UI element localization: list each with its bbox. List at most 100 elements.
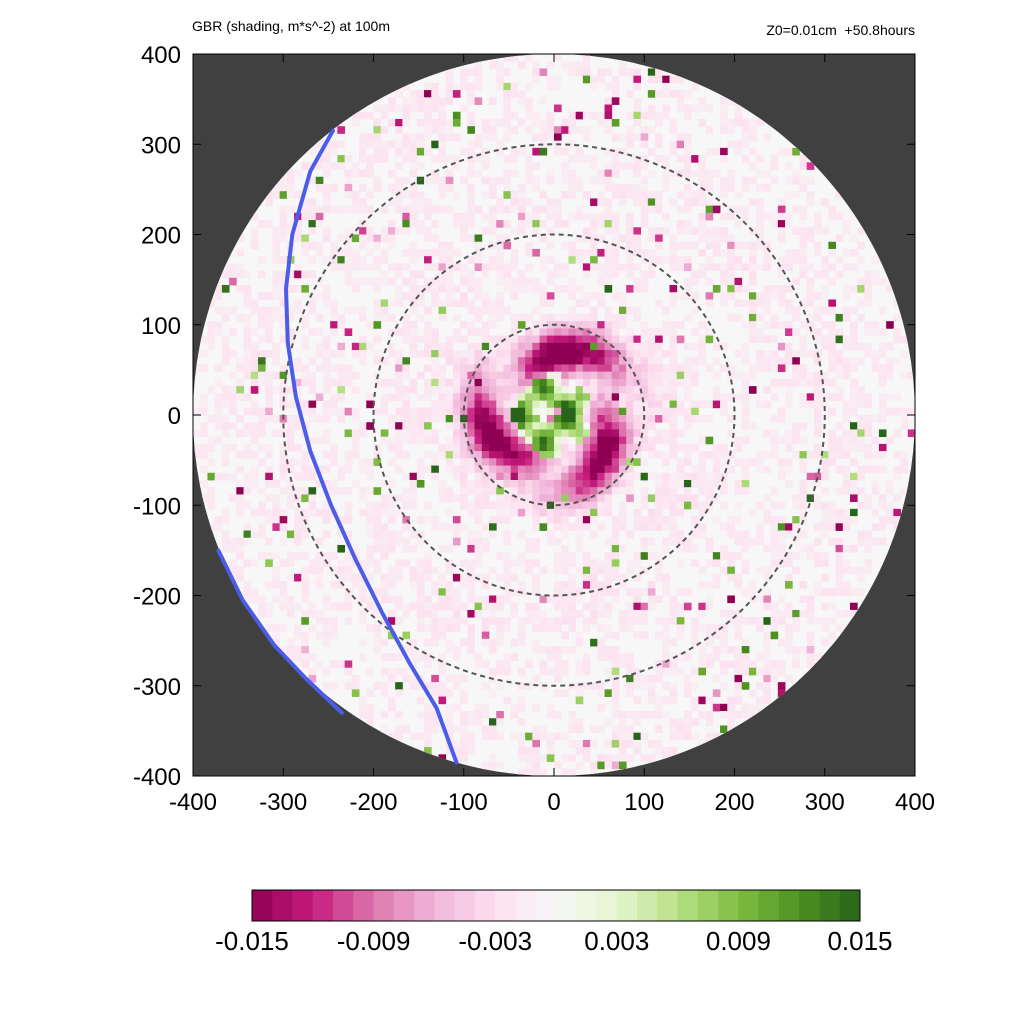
gbr-cell (294, 458, 302, 466)
gbr-cell (489, 364, 497, 373)
gbr-cell (828, 378, 836, 387)
gbr-cell (850, 400, 858, 409)
gbr-cell (243, 588, 252, 596)
gbr-cell (568, 624, 577, 632)
gbr-cell (265, 378, 273, 387)
gbr-cell (590, 393, 598, 401)
gbr-cell (575, 176, 584, 185)
gbr-cell (380, 227, 389, 235)
gbr-cell (748, 335, 757, 344)
gbr-cell (568, 357, 577, 365)
gbr-cell (813, 617, 822, 625)
gbr-cell (763, 292, 771, 300)
gbr-cell (359, 277, 367, 286)
gbr-cell (669, 263, 678, 271)
gbr-cell (582, 191, 591, 199)
gbr-cell (452, 364, 461, 373)
gbr-cell (489, 220, 497, 228)
gbr-cell (286, 487, 295, 495)
gbr-cell (604, 472, 613, 481)
gbr-cell (720, 227, 728, 235)
gbr-cell (517, 285, 526, 293)
gbr-cell (828, 299, 836, 308)
gbr-cell (777, 212, 786, 221)
gbr-cell (373, 104, 382, 113)
gbr-cell (286, 285, 295, 293)
gbr-cell (452, 465, 461, 474)
gbr-cell (402, 415, 410, 423)
gbr-cell (756, 328, 764, 336)
gbr-cell (445, 674, 454, 683)
gbr-cell (561, 631, 569, 640)
gbr-cell (452, 378, 461, 387)
gbr-cell (445, 205, 454, 214)
gbr-cell (474, 357, 483, 365)
gbr-cell (691, 292, 699, 300)
gbr-cell (207, 494, 216, 503)
gbr-cell (546, 732, 555, 741)
gbr-cell (503, 660, 512, 669)
gbr-cell (799, 378, 808, 387)
gbr-cell (474, 285, 483, 293)
gbr-cell (387, 169, 396, 178)
colorbar-bin (515, 890, 537, 921)
gbr-cell (546, 436, 555, 445)
gbr-cell (857, 415, 865, 423)
gbr-cell (525, 212, 533, 221)
gbr-cell (532, 342, 540, 351)
gbr-cell (489, 321, 497, 329)
gbr-cell (568, 350, 577, 358)
gbr-cell (510, 732, 519, 741)
gbr-cell (720, 682, 728, 690)
gbr-cell (647, 552, 656, 560)
gbr-cell (835, 516, 844, 524)
gbr-cell (460, 335, 468, 344)
gbr-cell (214, 407, 223, 416)
gbr-cell (402, 328, 410, 336)
gbr-cell (554, 270, 562, 279)
gbr-cell (727, 429, 735, 438)
gbr-cell (763, 465, 771, 474)
gbr-cell (785, 328, 793, 336)
gbr-cell (662, 631, 670, 640)
gbr-cell (510, 54, 519, 62)
gbr-cell (633, 523, 642, 531)
gbr-cell (799, 487, 808, 495)
gbr-cell (748, 248, 757, 257)
gbr-cell (799, 227, 808, 235)
gbr-cell (604, 328, 613, 336)
gbr-cell (236, 415, 244, 423)
gbr-cell (770, 364, 779, 373)
gbr-cell (546, 357, 555, 365)
gbr-cell (777, 357, 786, 365)
gbr-cell (510, 386, 519, 394)
gbr-cell (359, 306, 367, 315)
gbr-cell (878, 364, 887, 373)
gbr-cell (416, 682, 425, 690)
gbr-cell (467, 646, 475, 654)
gbr-cell (785, 552, 793, 560)
gbr-cell (474, 371, 483, 380)
gbr-cell (344, 378, 353, 387)
gbr-cell (438, 400, 447, 409)
gbr-cell (445, 711, 454, 719)
gbr-cell (496, 638, 504, 647)
gbr-cell (431, 371, 439, 380)
gbr-cell (351, 674, 360, 683)
gbr-cell (344, 552, 353, 560)
gbr-cell (460, 147, 468, 156)
gbr-cell (546, 393, 555, 401)
y-tick-label: -100 (133, 493, 181, 520)
gbr-cell (279, 595, 288, 604)
gbr-cell (503, 573, 512, 582)
gbr-cell (373, 234, 382, 243)
gbr-cell (460, 443, 468, 452)
gbr-cell (683, 451, 692, 459)
gbr-cell (265, 443, 273, 452)
gbr-cell (748, 458, 757, 466)
gbr-cell (467, 357, 475, 365)
gbr-cell (777, 321, 786, 329)
gbr-cell (330, 248, 338, 257)
gbr-cell (474, 256, 483, 264)
gbr-cell (662, 696, 670, 705)
